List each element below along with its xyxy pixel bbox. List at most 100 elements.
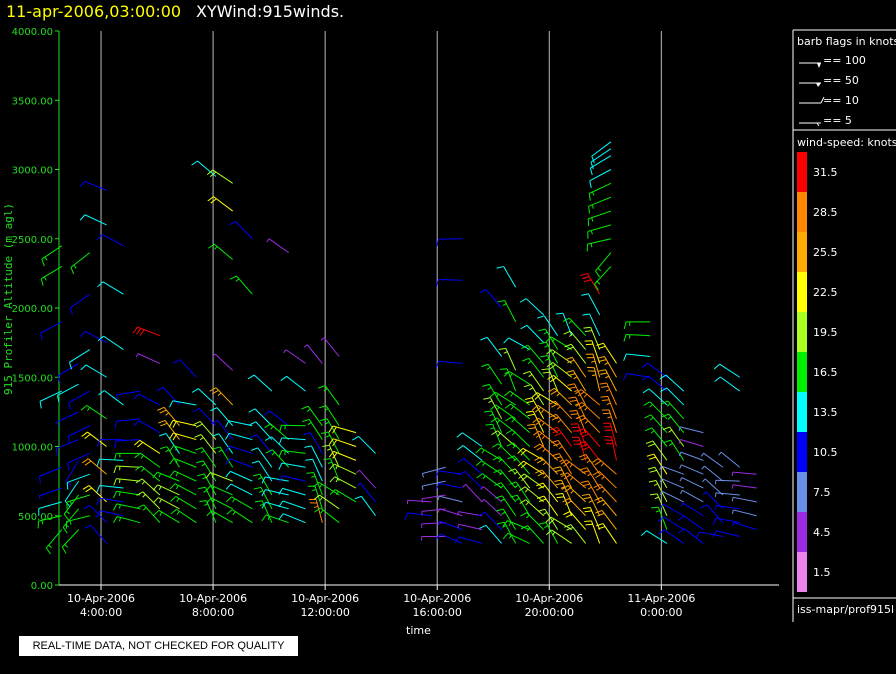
wind-barb	[112, 503, 141, 511]
wind-barb	[306, 472, 323, 496]
wind-barb	[534, 456, 559, 475]
wind-barb	[169, 483, 197, 496]
wind-barb	[600, 395, 617, 419]
wind-barb	[551, 439, 573, 461]
speed-bin-label: 22.5	[813, 286, 838, 299]
y-tick-label: 500.00	[18, 512, 53, 523]
wind-barb	[561, 485, 587, 503]
wind-barb	[549, 413, 573, 433]
wind-barb	[152, 497, 180, 510]
barb-legend-label: == 100	[823, 54, 866, 67]
wind-barb	[523, 384, 545, 406]
wind-barb	[714, 504, 740, 510]
wind-barb	[521, 344, 545, 364]
speed-bin-label: 10.5	[813, 446, 838, 459]
wind-barb	[153, 509, 180, 524]
wind-barb	[114, 418, 141, 429]
wind-barb	[701, 465, 724, 482]
wind-barb	[67, 452, 91, 471]
wind-barb	[229, 221, 253, 240]
wind-barb	[421, 480, 446, 491]
wind-barb	[278, 513, 306, 524]
wind-barb	[261, 501, 289, 510]
wind-barb	[503, 371, 530, 385]
wind-barb	[137, 504, 161, 524]
wind-barb	[69, 293, 91, 315]
speed-bin-label: 16.5	[813, 366, 838, 379]
wind-barb	[604, 435, 617, 461]
wind-barb	[67, 425, 91, 444]
wind-barb	[548, 400, 573, 420]
wind-barb	[261, 489, 289, 497]
wind-barb	[211, 420, 234, 440]
wind-barb	[582, 313, 601, 336]
wind-barb	[320, 337, 340, 357]
date-title: 11-apr-2006,03:00:00	[6, 2, 181, 21]
wind-barb	[64, 480, 80, 507]
wind-barb	[565, 356, 587, 378]
wind-barb	[520, 324, 545, 343]
wind-barb	[505, 429, 531, 447]
wind-barb	[66, 494, 90, 510]
speed-bin-swatch	[797, 472, 807, 512]
wind-barb	[552, 453, 573, 475]
wind-barb	[173, 359, 197, 378]
wind-barb	[261, 514, 289, 524]
wind-barb	[205, 484, 233, 496]
wind-barb	[278, 500, 306, 510]
speed-bin-swatch	[797, 192, 807, 232]
wind-barb	[328, 425, 357, 434]
wind-barb	[489, 391, 516, 406]
wind-barb	[580, 273, 601, 295]
wind-barb	[537, 508, 559, 530]
wind-barb	[206, 497, 233, 510]
wind-barb	[495, 495, 517, 517]
wind-barb	[421, 466, 446, 478]
wind-barb	[278, 475, 306, 483]
wind-barb	[39, 390, 63, 409]
barb-legend: barb flags in knots == 100 == 50 == 10 == 5	[792, 29, 896, 622]
wind-barb	[595, 252, 612, 278]
y-tick-label: 1500.00	[12, 373, 53, 384]
wind-barb	[533, 443, 559, 461]
wind-barb	[538, 521, 559, 544]
wind-barb	[538, 328, 559, 350]
wind-barb	[494, 482, 517, 503]
wind-barb	[485, 423, 503, 447]
speed-bin-label: 7.5	[813, 486, 831, 499]
wind-barb	[320, 418, 340, 440]
wind-barb	[497, 299, 517, 323]
wind-barb	[65, 515, 90, 529]
wind-barb	[596, 523, 617, 544]
wind-barb	[603, 422, 617, 447]
wind-barb	[507, 455, 531, 475]
wind-barb	[97, 281, 124, 295]
wind-barb	[314, 507, 340, 524]
wind-barb	[509, 481, 531, 503]
wind-barb	[476, 473, 502, 489]
wind-barb	[96, 510, 124, 518]
wind-barb	[547, 387, 573, 406]
wind-barb	[525, 410, 545, 433]
chart-title: XYWind:915winds.	[196, 2, 344, 21]
wind-barb	[263, 410, 290, 427]
wind-barb	[545, 336, 572, 350]
wind-barb	[645, 440, 668, 461]
wind-barb	[662, 426, 685, 447]
x-tick-time: 4:00:00	[80, 606, 122, 619]
wind-barb	[577, 427, 601, 447]
wind-barb	[79, 214, 107, 226]
x-tick-date: 11-Apr-2006	[627, 592, 695, 605]
wind-barb	[135, 465, 161, 482]
wind-barb	[38, 487, 62, 500]
wind-barb	[532, 417, 558, 434]
wind-barb	[678, 528, 704, 544]
wind-barb	[524, 397, 545, 420]
wind-barb	[623, 333, 651, 342]
wind-barb	[563, 330, 587, 350]
wind-barb	[623, 321, 651, 329]
wind-barb	[457, 511, 483, 517]
wind-barb	[212, 353, 234, 371]
wind-barb	[678, 426, 704, 434]
wind-barb	[132, 326, 161, 337]
